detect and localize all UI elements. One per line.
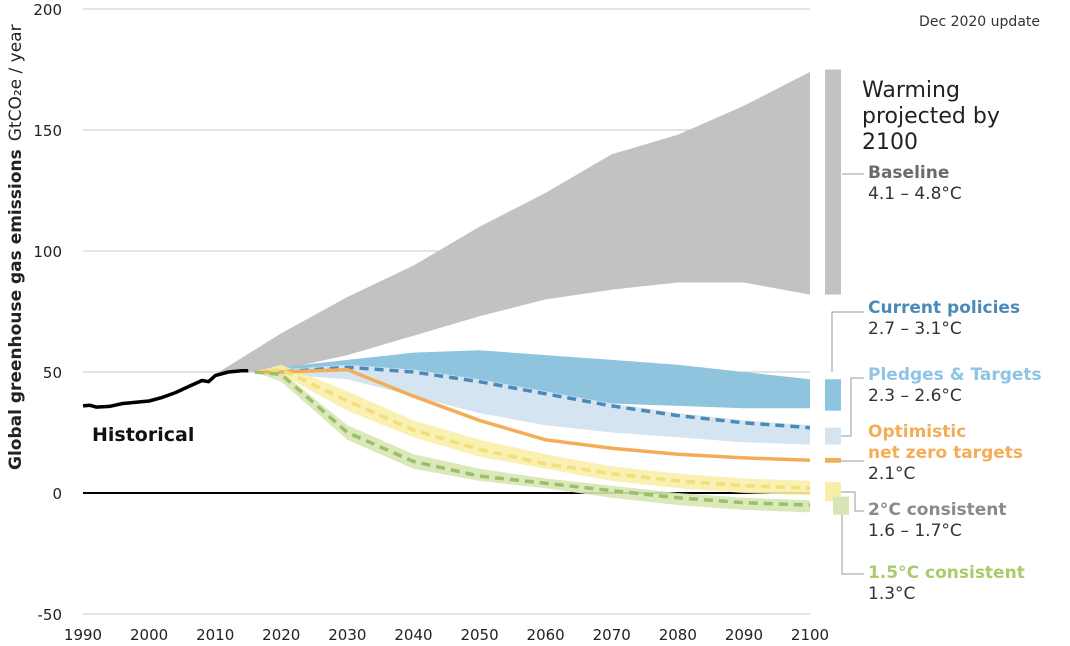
y-tick-label: 200 xyxy=(33,1,62,19)
leader-pledges xyxy=(841,377,864,437)
current-policies-band xyxy=(254,350,811,409)
leader-lines xyxy=(831,173,864,575)
pledges-targets-warming-bar xyxy=(825,427,841,445)
x-tick-label: 2060 xyxy=(527,626,565,644)
x-tick-label: 2040 xyxy=(394,626,432,644)
scenario-lines xyxy=(82,365,811,507)
x-tick-label: 2000 xyxy=(130,626,168,644)
y-axis-label: Global greenhouse gas emissionsGtCO₂e / … xyxy=(6,24,26,470)
x-tick-label: 1990 xyxy=(64,626,102,644)
y-tick-label: 50 xyxy=(43,364,62,382)
1-5-c-consistent-warming-bar xyxy=(833,496,849,515)
note-label: Dec 2020 update xyxy=(919,14,1040,30)
x-tick-label: 2070 xyxy=(593,626,631,644)
x-tick-label: 2100 xyxy=(791,626,829,644)
historical-label: Historical xyxy=(92,424,194,446)
legend-optimistic: Optimistic net zero targets 2.1°C xyxy=(868,422,1024,484)
scenario-bands xyxy=(215,71,811,513)
y-tick-label: -50 xyxy=(38,606,63,624)
x-tick-label: 2010 xyxy=(196,626,234,644)
y-tick-label: 100 xyxy=(33,243,62,261)
current-policies-warming-bar xyxy=(825,379,841,411)
panel-title: Warming projected by 2100 xyxy=(862,78,1000,155)
2-c-consistent-band xyxy=(254,364,811,496)
2-c-consistent-warming-bar xyxy=(825,482,841,502)
x-tick-label: 2020 xyxy=(262,626,300,644)
baseline-warming-bar xyxy=(825,69,841,295)
historical-line xyxy=(82,369,249,409)
pledges-targets-median-line xyxy=(254,365,811,430)
optimistic-net-zero-targets-warming-bar xyxy=(825,457,841,463)
legend-current-policies: Current policies 2.7 – 3.1°C xyxy=(868,298,1021,339)
x-tick-label: 2050 xyxy=(460,626,498,644)
warming-bars xyxy=(825,69,849,515)
leader-current-policies xyxy=(831,311,864,372)
leader-2c xyxy=(841,491,864,512)
legend-2c: 2°C consistent 1.6 – 1.7°C xyxy=(868,500,1007,541)
legend-baseline: Baseline 4.1 – 4.8°C xyxy=(868,163,962,204)
2-c-consistent-median-line xyxy=(254,367,811,490)
leader-1-5c xyxy=(841,515,864,575)
baseline-band xyxy=(215,71,810,375)
legend-pledges-targets: Pledges & Targets 2.3 – 2.6°C xyxy=(868,365,1042,406)
pledges-targets-band xyxy=(254,364,811,445)
y-tick-label: 150 xyxy=(33,122,62,140)
y-tick-label: 0 xyxy=(52,485,62,503)
x-tick-label: 2090 xyxy=(725,626,763,644)
1-5-c-consistent-median-line xyxy=(254,370,811,507)
x-tick-label: 2080 xyxy=(659,626,697,644)
legend-1-5c: 1.5°C consistent 1.3°C xyxy=(868,563,1025,604)
optimistic-net-zero-targets-line xyxy=(254,367,811,463)
x-tick-label: 2030 xyxy=(328,626,366,644)
